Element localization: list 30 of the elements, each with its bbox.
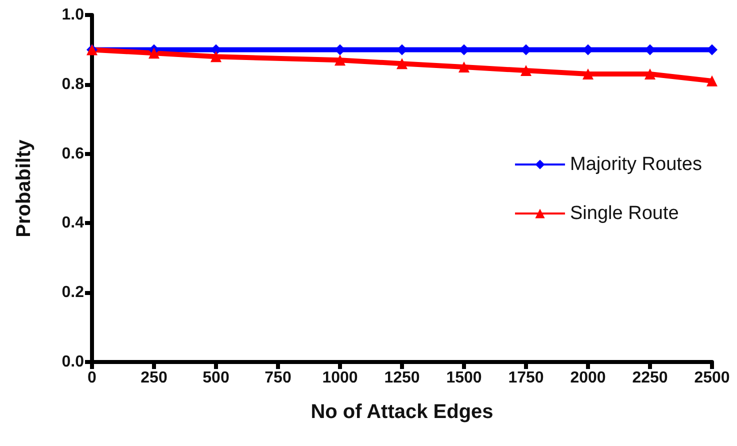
x-tick-label: 2500	[694, 370, 730, 386]
y-tick-label: 0.2	[62, 284, 84, 302]
y-axis-title: Probabilty	[13, 138, 35, 238]
y-tick-label: 0.8	[62, 76, 84, 93]
point	[396, 58, 408, 70]
x-tick-label: 0	[88, 370, 97, 386]
point	[334, 54, 346, 66]
x-tick-label: 1500	[446, 370, 482, 386]
legend-label: Majority Routes	[570, 154, 702, 175]
x-tick-label: 250	[140, 370, 168, 386]
x-tick-label: 2000	[570, 370, 606, 386]
point	[582, 68, 594, 80]
x-tick-label: 1750	[508, 370, 544, 386]
legend-label: Single Route	[570, 203, 679, 224]
x-tick-label: 1000	[322, 370, 358, 386]
y-tick-label: 0.6	[62, 145, 84, 162]
y-tick-label: 0.4	[62, 214, 84, 232]
point	[458, 62, 470, 73]
point	[706, 75, 718, 86]
x-axis-title: No of Attack Edges	[310, 401, 494, 423]
point	[148, 48, 160, 59]
x-tick-label: 2250	[632, 370, 668, 386]
y-tick-label: 1.0	[62, 6, 84, 24]
x-tick-label: 1250	[384, 370, 420, 386]
point	[520, 65, 532, 76]
x-tick-label: 500	[202, 370, 230, 386]
x-tick-label: 750	[264, 370, 292, 386]
y-tick-label: 0.0	[62, 354, 84, 370]
point	[644, 68, 656, 80]
point	[210, 51, 222, 62]
